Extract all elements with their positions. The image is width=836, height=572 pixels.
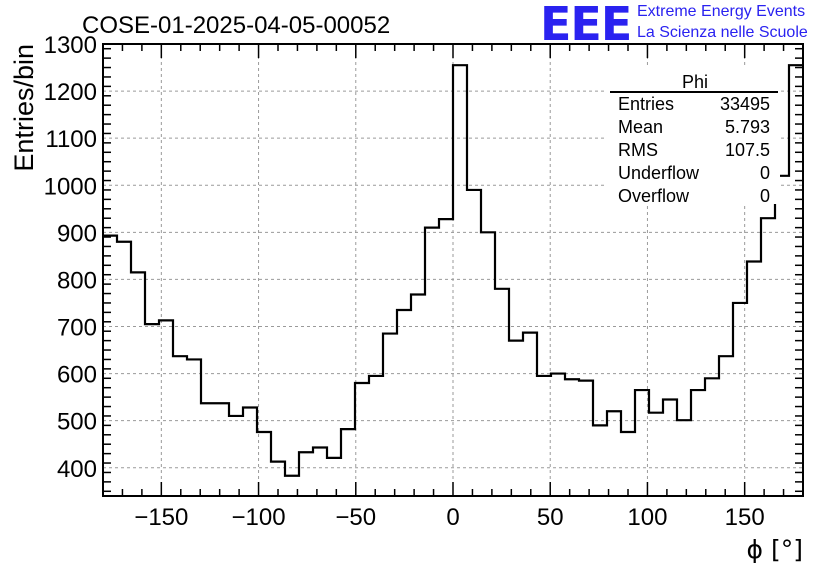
y-axis: 400 500 600 700 800 900 1000 1100 1200 1300 [44, 32, 803, 493]
stats-label: Underflow [618, 163, 700, 183]
x-tick-label: −50 [335, 504, 376, 531]
x-tick-label: 150 [725, 504, 765, 531]
stats-value: 5.793 [725, 117, 770, 137]
y-tick-label: 700 [57, 315, 97, 342]
y-tick-label: 900 [57, 220, 97, 247]
y-tick-label: 400 [57, 456, 97, 483]
chart-title: COSE-01-2025-04-05-00052 [82, 12, 390, 39]
eee-tagline-1: Extreme Energy Events [637, 3, 806, 20]
y-tick-label: 1100 [45, 126, 97, 153]
stats-box-title: Phi [682, 72, 708, 92]
x-axis: −150 −100 −50 0 50 100 150 [102, 44, 804, 531]
eee-tagline-2: La Scienza nelle Scuole [637, 24, 808, 41]
stats-value: 107.5 [725, 140, 770, 160]
eee-logo: EEE [540, 0, 632, 51]
stats-label: Mean [618, 117, 663, 137]
x-tick-label: 100 [627, 504, 667, 531]
histogram-series [103, 64, 803, 477]
y-tick-label: 800 [57, 267, 97, 294]
stats-box: Phi Entries 33495 Mean 5.793 RMS 107.5 Underfl… [606, 66, 780, 206]
stats-value: 0 [760, 186, 770, 206]
stats-value: 0 [760, 163, 770, 183]
stats-value: 33495 [720, 94, 770, 114]
histogram-line [103, 64, 803, 477]
x-tick-label: −100 [232, 504, 286, 531]
y-tick-label: 500 [57, 409, 97, 436]
y-tick-label: 600 [57, 362, 97, 389]
y-tick-label: 1000 [44, 173, 97, 200]
y-axis-label: Entries/bin [9, 44, 39, 172]
stats-label: Entries [618, 94, 674, 114]
x-tick-label: −150 [134, 504, 188, 531]
x-tick-label: 50 [537, 504, 564, 531]
stats-label: Overflow [618, 186, 690, 206]
y-tick-label: 1300 [44, 32, 97, 59]
x-axis-label: ϕ [°] [747, 535, 803, 564]
x-tick-label: 0 [446, 504, 459, 531]
stats-label: RMS [618, 140, 658, 160]
y-tick-label: 1200 [44, 79, 97, 106]
